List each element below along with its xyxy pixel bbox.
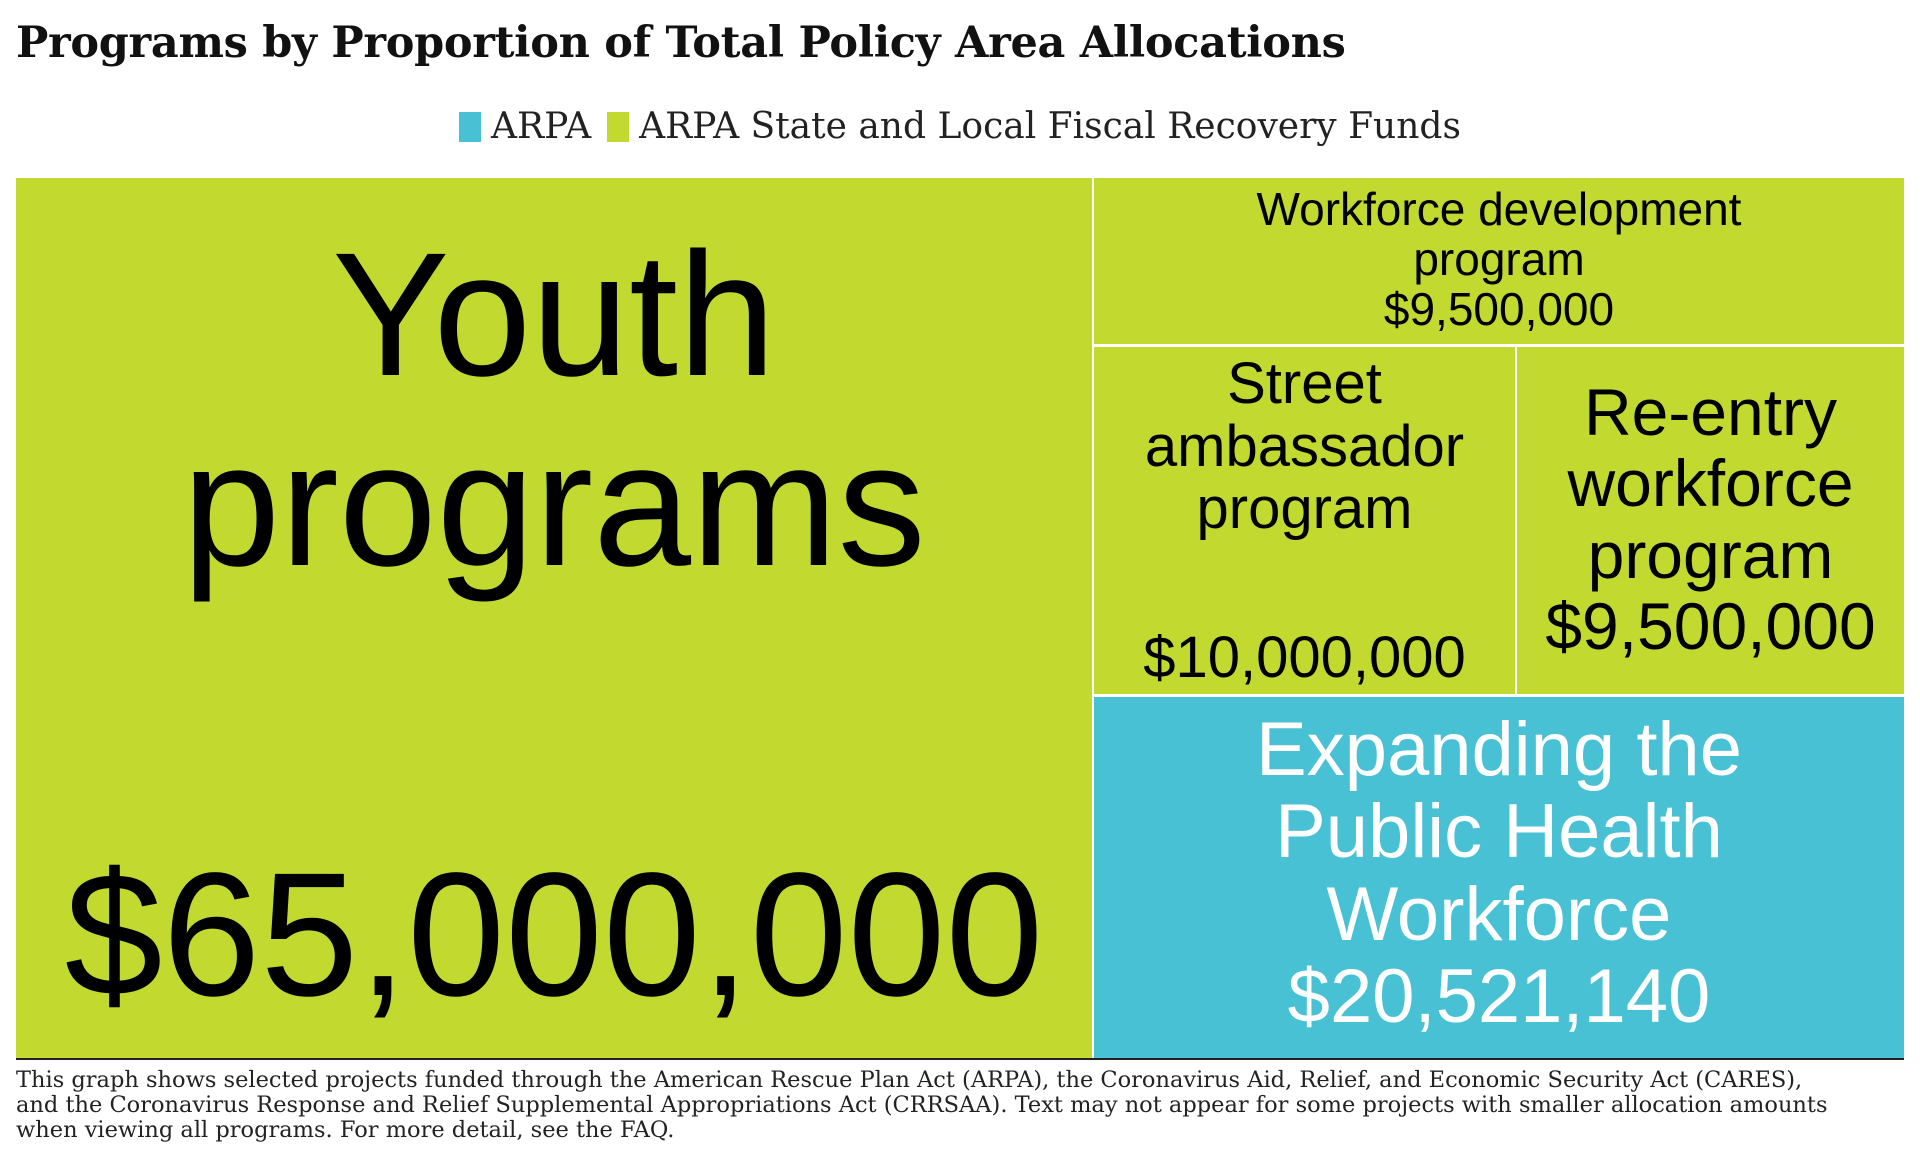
tile-value-street-ambassador-program: $10,000,000 — [1143, 625, 1466, 691]
tile-value-reentry-workforce-program: $9,500,000 — [1545, 588, 1876, 663]
tile-label-reentry-workforce-program: Re-entry workforce program — [1567, 374, 1854, 592]
tile-value-workforce-development-program: $9,500,000 — [1383, 282, 1615, 335]
footnote: This graph shows selected projects funde… — [16, 1067, 1828, 1143]
tile-label-youth-programs: Youth programs — [182, 217, 926, 604]
tile-reentry-workforce-program[interactable]: Re-entry workforce program $9,500,000 — [1517, 347, 1904, 694]
legend-item-slfrf[interactable]: ARPA State and Local Fiscal Recovery Fun… — [607, 106, 1461, 147]
legend-swatch-arpa — [459, 111, 482, 142]
tile-value-youth-programs: $65,000,000 — [64, 836, 1044, 1033]
tile-workforce-development-program[interactable]: Workforce development program $9,500,000 — [1094, 178, 1904, 344]
legend-label-slfrf: ARPA State and Local Fiscal Recovery Fun… — [639, 106, 1461, 147]
chart-title: Programs by Proportion of Total Policy A… — [16, 18, 1346, 68]
tile-value-expanding-public-health-workforce: $20,521,140 — [1287, 953, 1711, 1039]
legend-label-arpa: ARPA — [491, 106, 592, 147]
tile-street-ambassador-program[interactable]: Street ambassador program $10,000,000 — [1094, 347, 1515, 694]
legend-swatch-slfrf — [607, 111, 630, 142]
legend-item-arpa[interactable]: ARPA — [459, 106, 591, 147]
tile-youth-programs[interactable]: Youth programs $65,000,000 — [16, 178, 1092, 1060]
footnote-divider — [16, 1058, 1904, 1060]
tile-expanding-public-health-workforce[interactable]: Expanding the Public Health Workforce $20… — [1094, 697, 1904, 1060]
tile-label-expanding-public-health-workforce: Expanding the Public Health Workforce — [1256, 707, 1742, 957]
tile-label-street-ambassador-program: Street ambassador program — [1144, 351, 1465, 542]
tile-label-workforce-development-program: Workforce development program — [1256, 183, 1742, 286]
legend: ARPA ARPA State and Local Fiscal Recover… — [0, 106, 1920, 147]
